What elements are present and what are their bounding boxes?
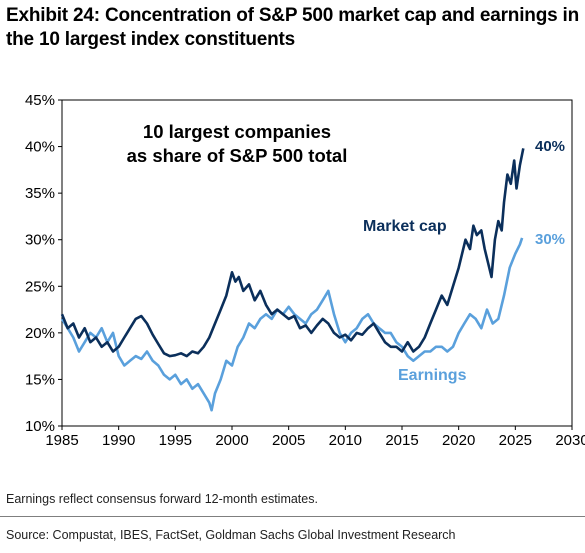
series-line-market-cap xyxy=(60,148,525,358)
y-tick-label: 20% xyxy=(25,325,55,342)
plot-area xyxy=(61,99,573,427)
y-tick-label: 30% xyxy=(25,232,55,249)
y-tick-label: 40% xyxy=(25,139,55,156)
x-tick-label: 2030 xyxy=(555,432,585,449)
series-label-market-cap: Market cap xyxy=(363,218,447,235)
x-tick-label: 2000 xyxy=(215,432,248,449)
divider xyxy=(0,516,585,517)
x-tick-label: 2025 xyxy=(499,432,532,449)
y-tick-label: 10% xyxy=(25,418,55,435)
x-axis: 1985 1990 1995 2000 2005 2010 2015 2020 2025 2030 xyxy=(45,426,585,449)
x-tick-label: 1990 xyxy=(102,432,135,449)
x-tick-label: 2020 xyxy=(442,432,475,449)
chart-title: Exhibit 24: Concentration of S&P 500 mar… xyxy=(6,5,580,50)
series-line-earnings xyxy=(60,237,524,412)
y-axis: 10% 15% 20% 25% 30% 35% 40% 45% xyxy=(25,92,62,435)
end-label-earnings: 30% xyxy=(535,231,565,248)
line-chart: 10% 15% 20% 25% 30% 35% 40% 45% 1985 1990 1995 200… xyxy=(25,92,585,449)
annotation-line-1: 10 largest companies xyxy=(143,121,331,142)
annotation-line-2: as share of S&P 500 total xyxy=(127,145,348,166)
y-tick-label: 35% xyxy=(25,185,55,202)
series-lines xyxy=(60,148,525,412)
y-tick-label: 25% xyxy=(25,278,55,295)
series-label-earnings: Earnings xyxy=(398,367,467,384)
x-tick-label: 2015 xyxy=(385,432,418,449)
source-note: Source: Compustat, IBES, FactSet, Goldma… xyxy=(6,528,456,542)
y-tick-label: 15% xyxy=(25,371,55,388)
x-tick-label: 1995 xyxy=(159,432,192,449)
end-label-market-cap: 40% xyxy=(535,138,565,155)
y-tick-label: 45% xyxy=(25,92,55,109)
x-tick-label: 1985 xyxy=(45,432,78,449)
x-tick-label: 2010 xyxy=(329,432,362,449)
footnote: Earnings reflect consensus forward 12-mo… xyxy=(6,492,318,506)
x-tick-label: 2005 xyxy=(272,432,305,449)
